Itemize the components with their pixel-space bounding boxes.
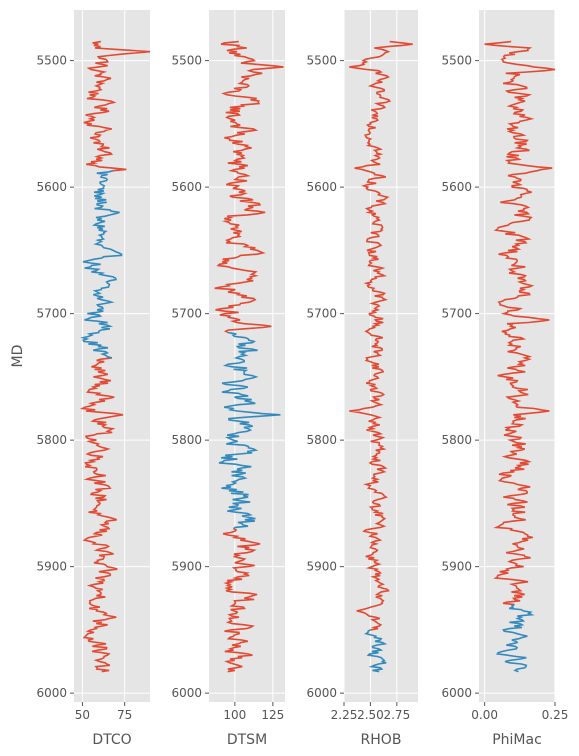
- y-tick-label: 5700: [171, 307, 202, 321]
- log-curve-dtsm-highlight: [218, 331, 281, 530]
- x-tick-label: 2.50: [357, 708, 384, 722]
- y-tick-label: 6000: [171, 686, 202, 700]
- x-tick-label: 75: [117, 708, 132, 722]
- x-tick-label: 2.25: [331, 708, 358, 722]
- y-tick-label: 5700: [441, 307, 472, 321]
- y-tick-label: 5600: [306, 180, 337, 194]
- y-axis-title: MD: [10, 345, 26, 368]
- x-tick-label: 2.75: [383, 708, 410, 722]
- x-tick-label: 125: [261, 708, 284, 722]
- log-curve-dtsm: [214, 40, 284, 334]
- log-curve-dtco-lower: [79, 357, 124, 673]
- y-tick-label: 6000: [36, 686, 67, 700]
- y-tick-label: 5800: [36, 433, 67, 447]
- x-axis-title-dtco: DTCO: [92, 732, 131, 748]
- y-tick-label: 5500: [36, 54, 67, 68]
- x-tick-label: 0.00: [471, 708, 498, 722]
- log-curve-dtco-highlight: [80, 169, 123, 359]
- log-curve-phimac-highlight: [496, 603, 535, 673]
- y-tick-label: 6000: [441, 686, 472, 700]
- y-tick-label: 5700: [36, 307, 67, 321]
- x-axis-title-dtsm: DTSM: [227, 732, 267, 748]
- x-tick-label: 0.25: [542, 708, 569, 722]
- log-curve-dtsm-lower: [222, 527, 261, 673]
- y-tick-label: 5900: [36, 560, 67, 574]
- y-tick-label: 5500: [441, 54, 472, 68]
- track-dtsm-plot-area: [209, 10, 285, 702]
- y-tick-label: 5500: [306, 54, 337, 68]
- y-tick-label: 5800: [171, 433, 202, 447]
- y-tick-label: 5500: [171, 54, 202, 68]
- y-tick-label: 5900: [306, 560, 337, 574]
- y-tick-label: 5900: [171, 560, 202, 574]
- log-curve-rhob: [349, 40, 413, 631]
- log-curve-rhob-highlight: [364, 629, 388, 673]
- x-tick-label: 100: [223, 708, 246, 722]
- y-tick-label: 5900: [441, 560, 472, 574]
- log-curve-dtco: [83, 40, 151, 172]
- y-tick-label: 5600: [36, 180, 67, 194]
- y-tick-label: 5800: [306, 433, 337, 447]
- y-tick-label: 6000: [306, 686, 337, 700]
- x-axis-title-rhob: RHOB: [361, 732, 402, 748]
- x-axis-title-phimac: PhiMac: [492, 732, 542, 748]
- log-curve-phimac: [484, 40, 556, 606]
- y-tick-label: 5600: [441, 180, 472, 194]
- y-tick-label: 5800: [441, 433, 472, 447]
- x-tick-label: 50: [75, 708, 90, 722]
- y-tick-label: 5700: [306, 307, 337, 321]
- track-dtco-plot-area: [74, 10, 150, 702]
- y-tick-label: 5600: [171, 180, 202, 194]
